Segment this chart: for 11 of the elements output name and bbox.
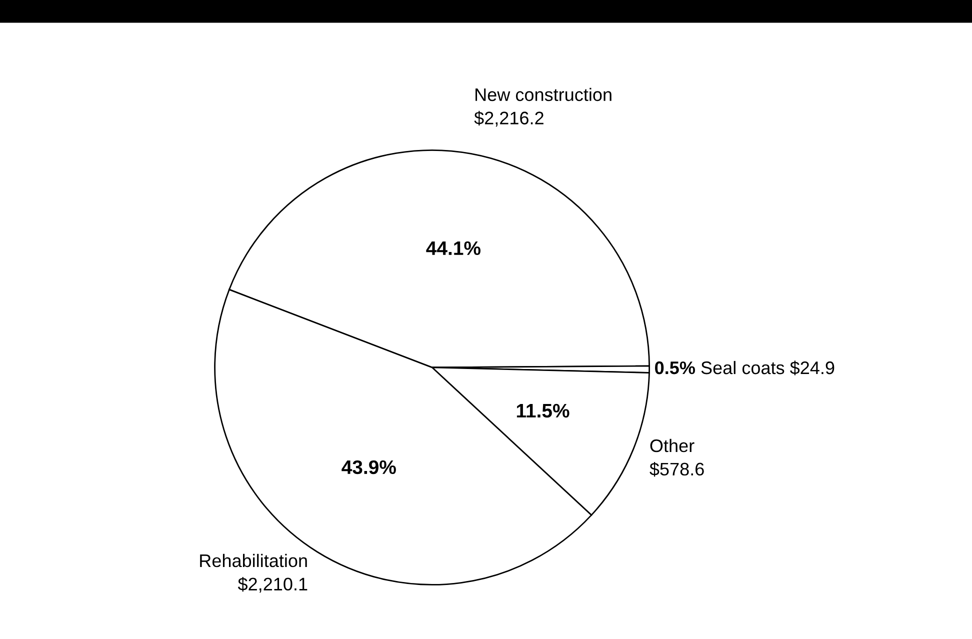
slice-label: Other [650,438,694,452]
data-label: $578.6 [650,462,704,477]
slice-label: Seal coats $24.9 [701,360,834,376]
slice-label: New construction [476,88,612,102]
data-label: $2,210.1 [238,576,308,593]
text: 44.1% [426,241,480,256]
text: 43.9% [342,460,396,474]
text: 11.5% [516,404,570,418]
text: 0.5% [655,361,696,374]
data-label: $2,216.2 [474,110,544,127]
slice-label: Rehabilitation [200,554,307,568]
